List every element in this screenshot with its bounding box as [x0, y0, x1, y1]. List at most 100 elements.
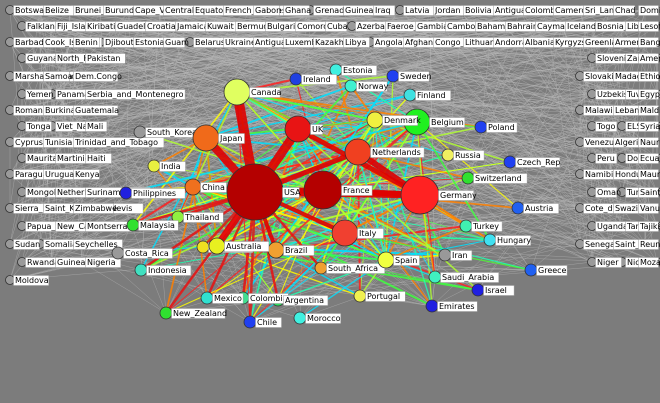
node-russia[interactable]	[441, 148, 455, 162]
node-singapore[interactable]	[196, 240, 210, 254]
node-denmark[interactable]	[366, 111, 384, 129]
node-austria[interactable]	[511, 201, 525, 215]
node-saudi-arabia[interactable]	[428, 270, 442, 284]
node-malaysia[interactable]	[126, 218, 140, 232]
node-latvia[interactable]	[395, 5, 405, 15]
node-australia[interactable]	[208, 237, 226, 255]
node-yemen[interactable]	[17, 89, 27, 99]
node-marshall-islands[interactable]	[5, 71, 15, 81]
node-finland-label-text: Finland	[417, 91, 446, 100]
node-falklands[interactable]	[17, 21, 27, 31]
node-guyana[interactable]	[17, 53, 27, 63]
edge	[81, 75, 611, 263]
node-niger[interactable]	[587, 257, 597, 267]
node-czech-rep[interactable]	[503, 155, 517, 169]
node-malawi[interactable]	[575, 105, 585, 115]
node-armenia-label-text: Armenia	[615, 38, 649, 47]
node-estonia[interactable]	[329, 63, 343, 77]
node-guam-label: Guam	[163, 37, 189, 48]
node-cyprus[interactable]	[5, 137, 15, 147]
node-romania[interactable]	[5, 105, 15, 115]
node-israel[interactable]	[471, 283, 485, 297]
node-azerbaijan[interactable]	[347, 21, 357, 31]
node-turkey[interactable]	[459, 219, 473, 233]
node-mexico[interactable]	[200, 291, 214, 305]
node-greece[interactable]	[524, 263, 538, 277]
node-moldova[interactable]	[5, 275, 15, 285]
node-morocco[interactable]	[293, 311, 307, 325]
node-netherlands-label: Netherlands	[370, 147, 425, 158]
node-philippines-label-text: Philippines	[133, 189, 176, 198]
node-costa-rica[interactable]	[111, 246, 125, 260]
node-sudan[interactable]	[5, 239, 15, 249]
node-oman[interactable]	[587, 187, 597, 197]
node-norway[interactable]	[344, 79, 358, 93]
node-uk[interactable]	[284, 115, 312, 143]
node-france[interactable]	[303, 170, 343, 210]
node-poland[interactable]	[474, 120, 488, 134]
node-chile[interactable]	[243, 315, 257, 329]
node-germany[interactable]	[400, 175, 440, 215]
node-dominica[interactable]	[617, 153, 627, 163]
node-iran[interactable]	[438, 248, 452, 262]
node-paraguay[interactable]	[5, 169, 15, 179]
node-uzbekistan[interactable]	[587, 89, 597, 99]
node-mongolia[interactable]	[17, 187, 27, 197]
node-elsalvador[interactable]	[617, 121, 627, 131]
node-egypt-label-text: Egypt	[640, 90, 660, 99]
edge	[399, 41, 658, 95]
node-senegal[interactable]	[575, 239, 585, 249]
node-slovenia[interactable]	[587, 53, 597, 63]
node-rwanda[interactable]	[17, 257, 27, 267]
node-botswana[interactable]	[5, 5, 15, 15]
node-venezuela[interactable]	[575, 137, 585, 147]
node-china[interactable]	[184, 178, 202, 196]
node-south-korea[interactable]	[133, 125, 147, 139]
node-tonga[interactable]	[17, 121, 27, 131]
edge	[579, 25, 658, 77]
node-indonesia-label-text: Indonesia	[148, 266, 187, 275]
node-japan[interactable]	[192, 124, 220, 152]
edge	[69, 75, 593, 227]
node-syria-label: Syria	[638, 121, 660, 132]
node-sierra-leone[interactable]	[5, 203, 15, 213]
node-spain[interactable]	[377, 251, 395, 269]
node-ecuador-label-text: Ecuador	[640, 154, 660, 163]
node-canada[interactable]	[223, 78, 251, 106]
node-south-africa[interactable]	[314, 261, 328, 275]
node-ireland[interactable]	[289, 72, 303, 86]
node-netherlands[interactable]	[344, 138, 372, 166]
node-india[interactable]	[147, 159, 161, 173]
node-panama-label: Panama	[55, 89, 89, 100]
node-new-zealand[interactable]	[159, 306, 173, 320]
node-dem-congo-label: Dem.Congo	[73, 71, 122, 82]
node-angola-label: Angola	[373, 37, 405, 48]
node-cote-d-ivoire[interactable]	[575, 203, 585, 213]
node-italy[interactable]	[331, 219, 359, 247]
node-emirates[interactable]	[425, 299, 439, 313]
node-hungary[interactable]	[483, 233, 497, 247]
node-namibia[interactable]	[575, 169, 585, 179]
node-south-korea-label: South_Korea	[145, 127, 200, 138]
node-portugal[interactable]	[353, 289, 367, 303]
node-usa[interactable]	[226, 163, 284, 221]
node-togo[interactable]	[587, 121, 597, 131]
node-haiti-label-text: Haiti	[87, 154, 106, 163]
node-philippines[interactable]	[119, 186, 133, 200]
node-papua-new-guinea[interactable]	[17, 221, 27, 231]
node-indonesia[interactable]	[134, 263, 148, 277]
node-barbados[interactable]	[5, 37, 15, 47]
edge	[165, 9, 311, 314]
edge	[579, 109, 593, 263]
node-mauritania[interactable]	[17, 153, 27, 163]
node-slovakia[interactable]	[575, 71, 585, 81]
node-switzerland[interactable]	[461, 171, 475, 185]
edge	[81, 25, 353, 193]
edge	[81, 9, 101, 59]
node-peru[interactable]	[587, 153, 597, 163]
node-finland[interactable]	[403, 88, 417, 102]
node-kazakhstan-label-text: Kazakhstan	[315, 38, 361, 47]
node-uganda[interactable]	[587, 221, 597, 231]
node-brazil[interactable]	[267, 241, 285, 259]
node-sweden[interactable]	[386, 69, 400, 83]
